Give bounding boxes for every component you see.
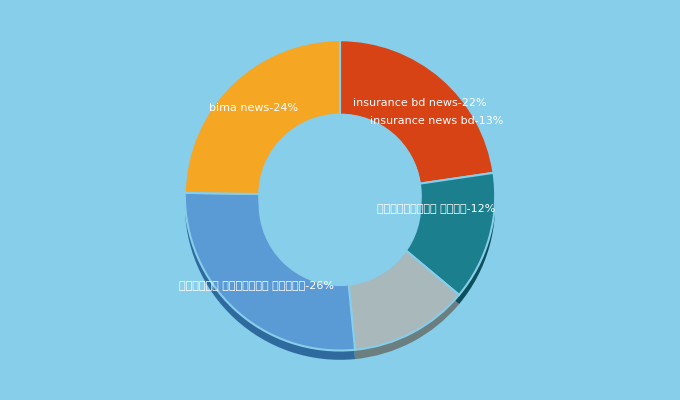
Circle shape [259, 115, 421, 276]
Wedge shape [402, 182, 495, 304]
Text: bima news-24%: bima news-24% [209, 103, 299, 113]
Wedge shape [340, 50, 494, 193]
Wedge shape [348, 247, 459, 350]
Wedge shape [185, 40, 340, 194]
Wedge shape [185, 202, 355, 360]
Circle shape [259, 124, 421, 285]
Wedge shape [340, 40, 494, 184]
Text: দক্ষতা বৃদ্ধির উপায়-26%: দক্ষতা বৃদ্ধির উপায়-26% [180, 280, 335, 290]
Wedge shape [402, 173, 495, 295]
Text: স্বাস্থ্য বীমা-12%: স্বাস্থ্য বীমা-12% [377, 203, 496, 213]
Text: insurance news bd-13%: insurance news bd-13% [369, 116, 503, 126]
Wedge shape [348, 256, 459, 359]
Text: insurance bd news-22%: insurance bd news-22% [354, 98, 487, 108]
Wedge shape [185, 193, 355, 350]
Wedge shape [185, 50, 340, 203]
